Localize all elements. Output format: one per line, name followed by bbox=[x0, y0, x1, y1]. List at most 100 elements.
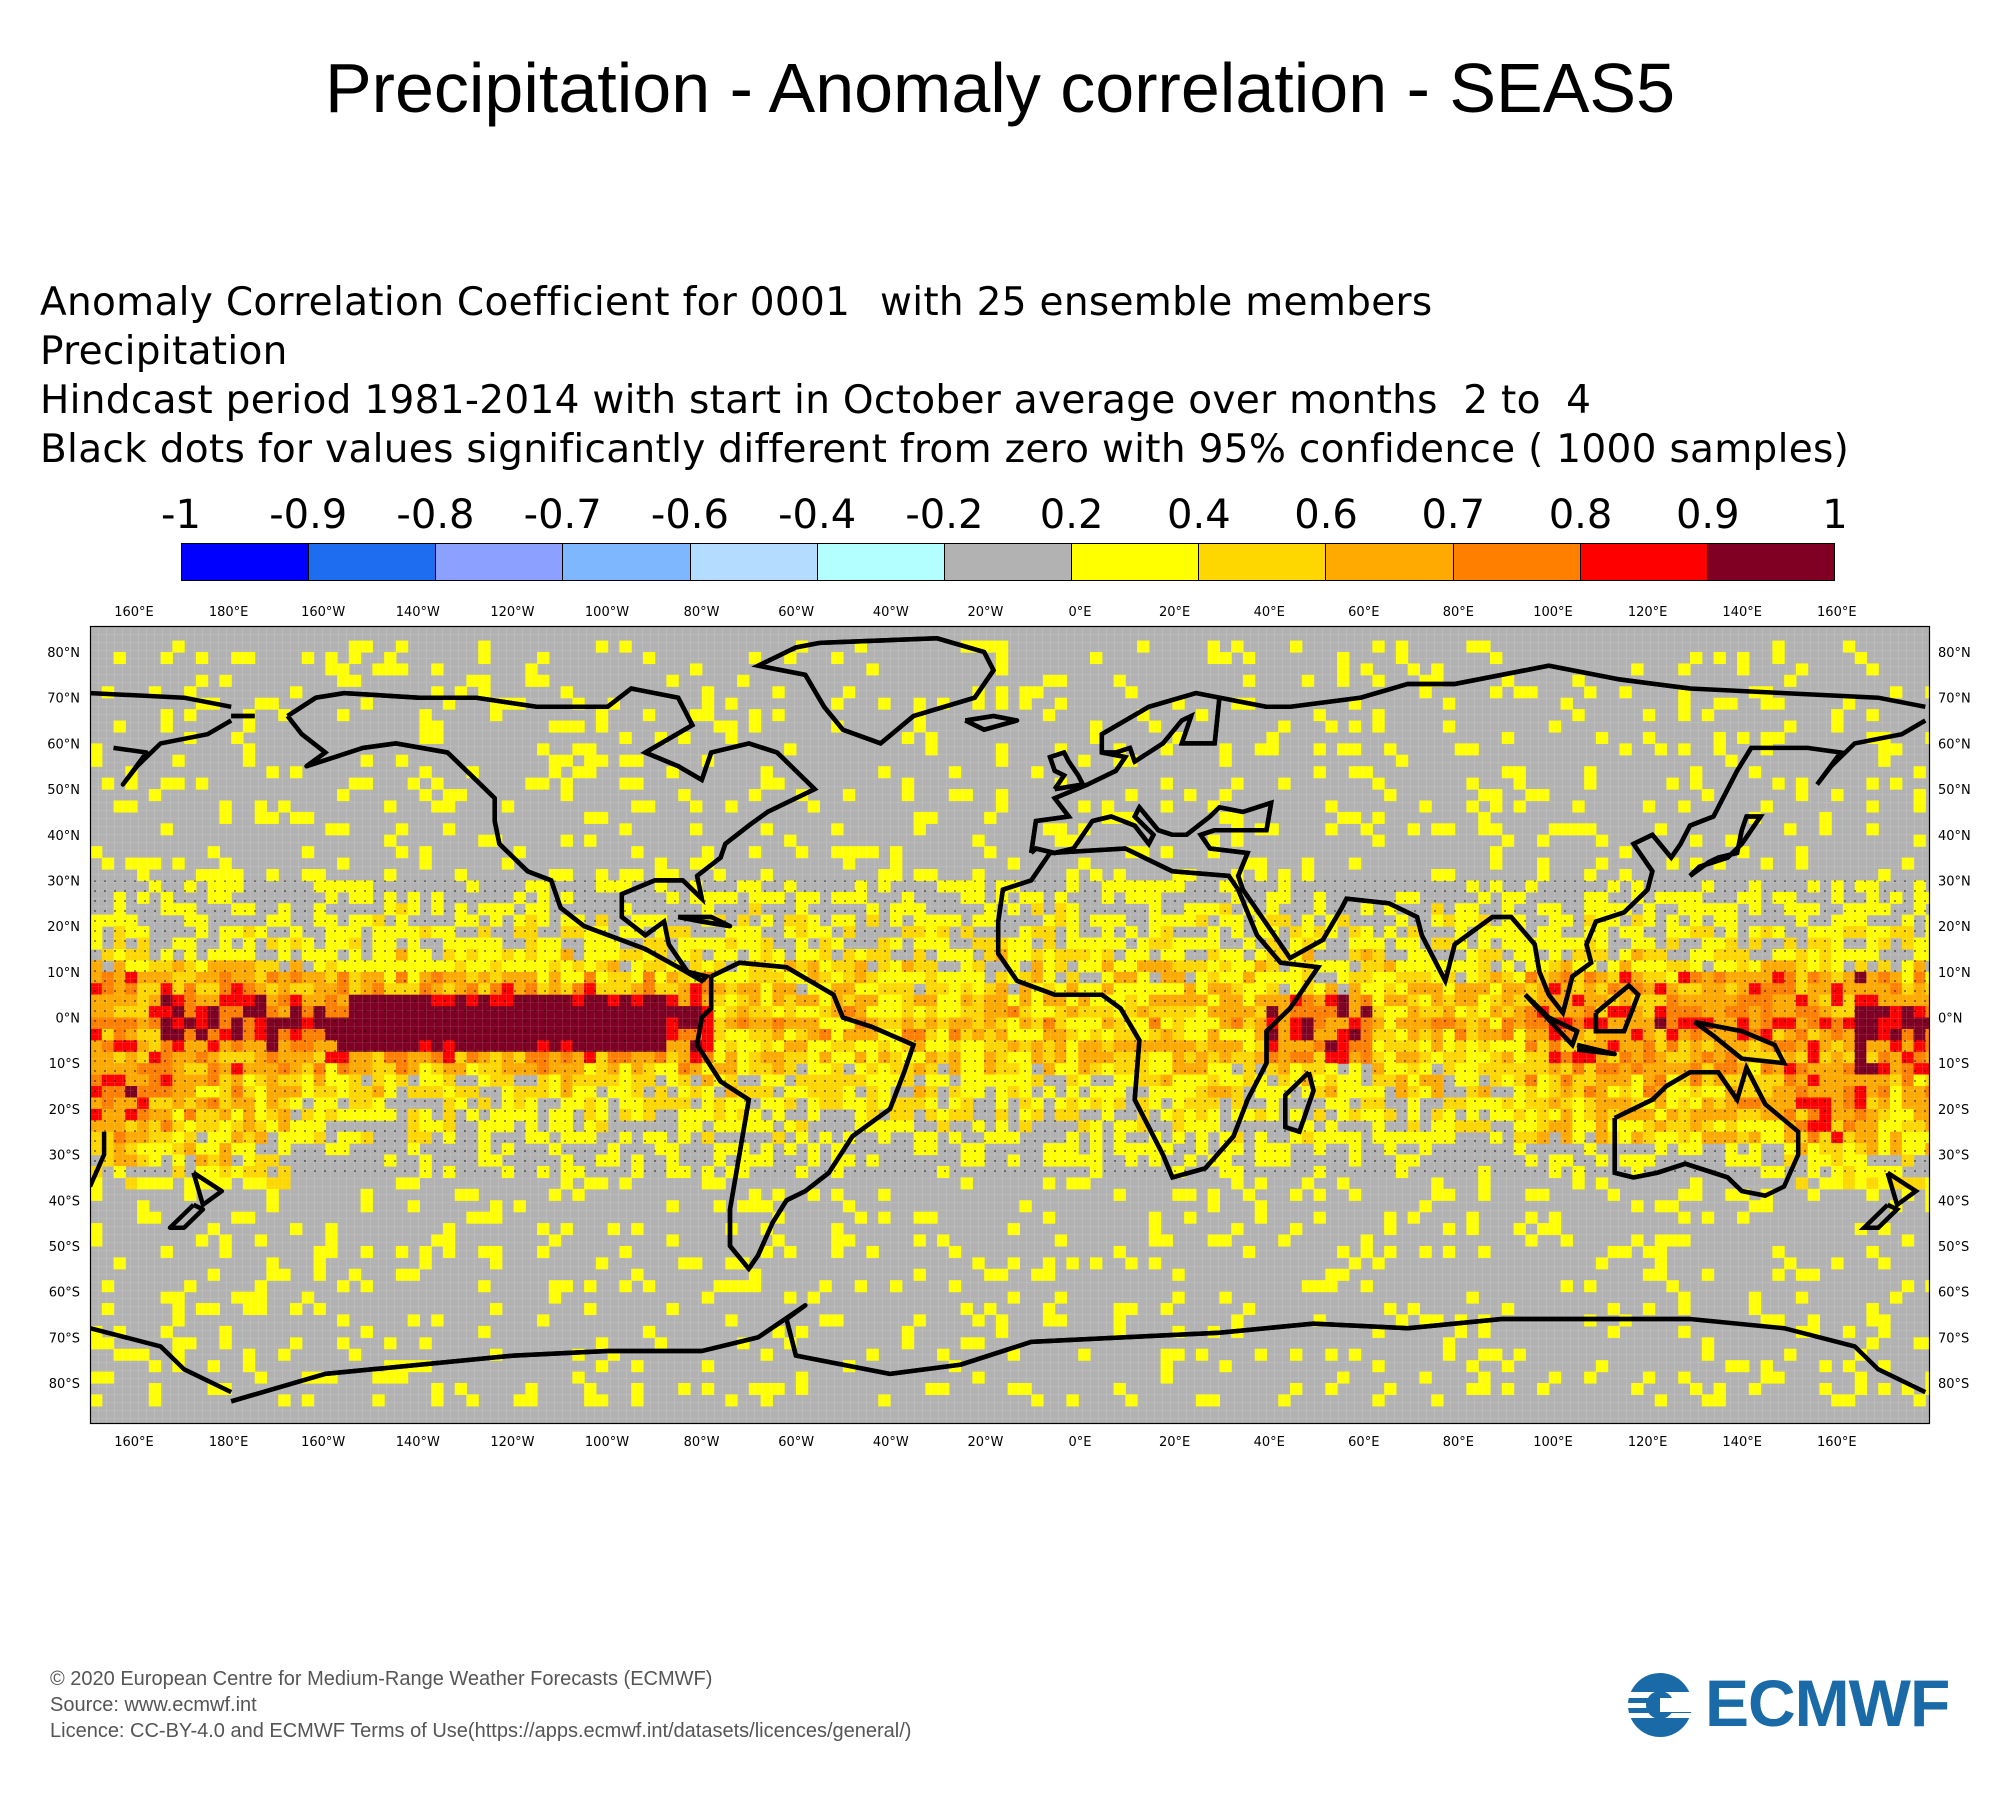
lon-tick-label: 0°E bbox=[1069, 605, 1092, 620]
lon-tick-label: 40°E bbox=[1254, 1435, 1285, 1450]
lat-tick-label: 30°S bbox=[1938, 1149, 1969, 1164]
lon-tick-label: 40°W bbox=[873, 1435, 909, 1450]
lat-tick-label: 10°N bbox=[47, 966, 80, 981]
lat-tick-label: 50°S bbox=[1938, 1240, 1969, 1255]
map-svg: 160°E 180°E 160°W 140°W 120°W 100°W 80°W 60°W 40… bbox=[47, 605, 1971, 1450]
lat-tick-label: 0°N bbox=[1938, 1012, 1963, 1027]
colorbar-tick-label: 0.2 bbox=[1039, 492, 1104, 538]
colorbar-tick-label: -0.2 bbox=[905, 492, 984, 538]
colorbar-swatch bbox=[1707, 544, 1835, 580]
colorbar-tick-label: -1 bbox=[161, 492, 201, 538]
coastline-path-wrap bbox=[285, 686, 819, 984]
lon-tick-label: 160°E bbox=[1817, 605, 1857, 620]
lon-tick-label: 120°E bbox=[1628, 605, 1668, 620]
coastline-path-wrap bbox=[1885, 1170, 1920, 1209]
lon-tick-label: 140°W bbox=[396, 1435, 440, 1450]
lon-tick-label: 20°W bbox=[967, 1435, 1003, 1450]
coastline-path-wrap bbox=[1029, 718, 1927, 1018]
lat-tick-label: 20°S bbox=[49, 1103, 80, 1118]
coastline-path-wrap bbox=[677, 914, 731, 929]
colorbar-tick-label: -0.4 bbox=[778, 492, 857, 538]
lat-tick-label: 60°N bbox=[1938, 737, 1971, 752]
lat-tick-label: 70°N bbox=[1938, 692, 1971, 707]
colorbar-tick-label: 0.9 bbox=[1675, 492, 1740, 538]
lon-tick-label: 160°E bbox=[114, 605, 154, 620]
significance-dots bbox=[90, 880, 1930, 1178]
info-line-2: Precipitation bbox=[40, 329, 288, 374]
coastline-path-wrap bbox=[694, 960, 917, 1273]
lon-tick-label: 160°W bbox=[301, 605, 345, 620]
lon-tick-label: 20°E bbox=[1159, 605, 1190, 620]
coastline-path-wrap bbox=[1693, 1019, 1789, 1066]
lat-tick-label: 40°S bbox=[49, 1194, 80, 1209]
colorbar-tick-label: -0.6 bbox=[650, 492, 729, 538]
info-line-1b: with 25 ensemble members bbox=[880, 280, 1433, 325]
lon-tick-label: 160°W bbox=[301, 1435, 345, 1450]
info-line-3: Hindcast period 1981-2014 with start in … bbox=[40, 378, 1592, 423]
lat-tick-label: 70°N bbox=[47, 692, 80, 707]
chart-title: Precipitation - Anomaly correlation - SE… bbox=[324, 49, 1676, 127]
lat-tick-label: 0°N bbox=[56, 1012, 81, 1027]
lat-tick-label: 40°N bbox=[1938, 829, 1971, 844]
lon-tick-label: 100°E bbox=[1533, 1435, 1573, 1450]
colorbar-tick-label: 0.4 bbox=[1167, 492, 1231, 538]
lat-tick-label: 60°S bbox=[1938, 1286, 1969, 1301]
coastline-path bbox=[167, 1202, 206, 1230]
lon-tick-label: 60°E bbox=[1348, 1435, 1379, 1450]
lon-tick-label: 180°E bbox=[209, 605, 249, 620]
colorbar-swatch bbox=[563, 544, 691, 580]
colorbar-tick-label: 0.6 bbox=[1294, 492, 1358, 538]
lon-tick-label: 40°W bbox=[873, 605, 909, 620]
lon-tick-label: 120°E bbox=[1628, 1435, 1668, 1450]
lon-tick-label: 180°E bbox=[209, 1435, 249, 1450]
lat-tick-label: 20°S bbox=[1938, 1103, 1969, 1118]
colorbar-swatch bbox=[1072, 544, 1200, 580]
coastline-path-wrap bbox=[1593, 982, 1641, 1034]
lon-tick-label: 60°W bbox=[778, 1435, 814, 1450]
lat-tick-label: 10°S bbox=[1938, 1057, 1969, 1072]
colorbar-swatch bbox=[944, 544, 1073, 580]
lat-tick-label: 40°S bbox=[1938, 1194, 1969, 1209]
lat-tick-label: 50°N bbox=[47, 783, 80, 798]
coastline-path bbox=[191, 1170, 225, 1208]
lon-axis-bottom: 160°E 180°E 160°W 140°W 120°W 100°W 80°W 60°W 40… bbox=[114, 1435, 1856, 1450]
colorbar-swatch bbox=[1326, 544, 1454, 580]
lon-tick-label: 100°E bbox=[1533, 605, 1573, 620]
lat-tick-label: 20°N bbox=[47, 920, 80, 935]
colorbar-tick-label: 0.7 bbox=[1421, 492, 1486, 538]
coastline-path-wrap bbox=[1028, 663, 1926, 854]
colorbar bbox=[181, 543, 1835, 581]
lat-tick-label: 30°S bbox=[49, 1149, 80, 1164]
coastline-path-wrap bbox=[1283, 1070, 1316, 1135]
coastline-path-wrap bbox=[1047, 749, 1087, 792]
correlation-field bbox=[90, 626, 1930, 1424]
lon-tick-label: 60°E bbox=[1348, 605, 1379, 620]
coastline-path-wrap bbox=[751, 636, 997, 746]
ecmwf-logo-text: ECMWF bbox=[1705, 1666, 1950, 1740]
lon-tick-label: 20°E bbox=[1159, 1435, 1190, 1450]
lon-tick-label: 140°W bbox=[396, 605, 440, 620]
lat-tick-label: 60°S bbox=[49, 1286, 80, 1301]
colorbar-swatch bbox=[182, 544, 310, 580]
colorbar-swatch bbox=[436, 544, 564, 580]
lon-tick-label: 160°E bbox=[1817, 1435, 1857, 1450]
lon-tick-label: 140°E bbox=[1722, 605, 1762, 620]
lon-tick-label: 120°W bbox=[490, 605, 534, 620]
lat-tick-label: 10°S bbox=[49, 1057, 80, 1072]
lat-tick-label: 40°N bbox=[47, 829, 80, 844]
lat-tick-label: 50°S bbox=[49, 1240, 80, 1255]
lon-tick-label: 40°E bbox=[1254, 605, 1285, 620]
coastline-path-wrap bbox=[1101, 697, 1222, 766]
colorbar-swatch bbox=[1199, 544, 1327, 580]
lat-tick-label: 80°N bbox=[47, 646, 80, 661]
info-line-4: Black dots for values significantly diff… bbox=[40, 427, 1850, 472]
colorbar-tick-label: 0.8 bbox=[1548, 492, 1613, 538]
colorbar-swatch bbox=[690, 544, 818, 580]
footer-copyright: © 2020 European Centre for Medium-Range … bbox=[50, 1668, 713, 1690]
lon-tick-label: 160°E bbox=[114, 1435, 154, 1450]
coastline-path-wrap bbox=[964, 713, 1018, 733]
coastline-path-wrap bbox=[1612, 1061, 1801, 1199]
coastline-path-wrap bbox=[1576, 1042, 1616, 1057]
lat-axis-left: 80°N 70°N 60°N 50°N 40°N 30°N 20°N 10°N 0°N 10°S 2… bbox=[47, 646, 80, 1392]
colorbar-tick-label: -0.9 bbox=[269, 492, 348, 538]
